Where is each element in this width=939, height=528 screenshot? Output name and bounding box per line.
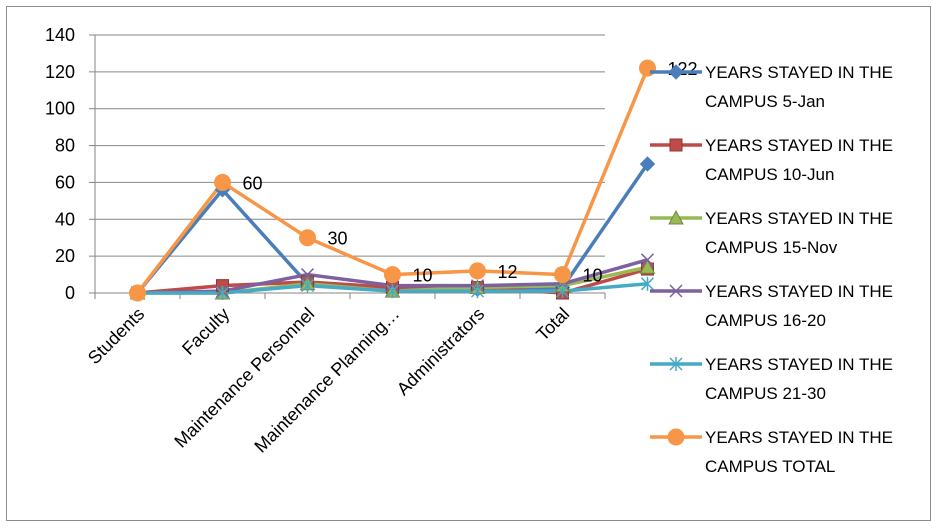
data-point (215, 286, 230, 300)
data-label: 10 (583, 266, 603, 286)
x-category-label: Faculty (178, 304, 233, 359)
y-tick-label: 80 (55, 136, 75, 156)
y-tick-label: 140 (45, 25, 75, 45)
legend-label: YEARS STAYED IN THE (705, 282, 893, 301)
data-point (470, 284, 485, 299)
x-category-label: Administrators (393, 304, 488, 399)
data-point (640, 276, 655, 291)
x-category-label: Students (84, 304, 148, 368)
legend-label: CAMPUS 16-20 (705, 311, 826, 330)
data-point (385, 284, 400, 299)
legend-label: YEARS STAYED IN THE (705, 209, 893, 228)
data-point (300, 278, 315, 293)
y-tick-label: 0 (65, 283, 75, 303)
legend-label: YEARS STAYED IN THE (705, 355, 893, 374)
data-point (300, 268, 315, 282)
legend-label: CAMPUS 21-30 (705, 384, 826, 403)
x-category-label: Maintenance Planning… (250, 304, 403, 457)
legend-marker (667, 428, 685, 446)
legend-label: CAMPUS 15-Nov (705, 238, 838, 257)
legend-label: YEARS STAYED IN THE (705, 428, 893, 447)
x-category-label: Maintenance Personnel (170, 304, 318, 452)
data-label: 10 (413, 266, 433, 286)
legend-marker (669, 138, 683, 152)
data-point (639, 59, 656, 77)
y-tick-label: 60 (55, 172, 75, 192)
data-label: 30 (328, 229, 348, 249)
data-point (299, 229, 316, 247)
data-point (555, 284, 570, 299)
series-line (136, 67, 650, 295)
data-point (214, 173, 231, 191)
y-tick-label: 120 (45, 62, 75, 82)
legend-label: YEARS STAYED IN THE (705, 63, 893, 82)
data-label: 12 (498, 262, 518, 282)
y-tick-label: 100 (45, 99, 75, 119)
x-category-label: Total (532, 304, 573, 345)
data-label: 60 (243, 173, 263, 193)
data-point (469, 262, 486, 280)
legend-label: CAMPUS TOTAL (705, 457, 835, 476)
data-point (129, 284, 146, 302)
data-point (639, 156, 656, 172)
legend-label: YEARS STAYED IN THE (705, 136, 893, 155)
data-point (384, 266, 401, 284)
y-tick-label: 20 (55, 246, 75, 266)
y-tick-label: 40 (55, 209, 75, 229)
legend-marker (669, 284, 683, 298)
legend-marker (668, 209, 684, 225)
data-point (639, 259, 656, 274)
data-point (640, 253, 655, 267)
legend-marker (668, 64, 684, 80)
data-point (554, 266, 571, 284)
legend-label: CAMPUS 10-Jun (705, 165, 834, 184)
legend-label: CAMPUS 5-Jan (705, 92, 825, 111)
legend-marker (669, 357, 683, 371)
